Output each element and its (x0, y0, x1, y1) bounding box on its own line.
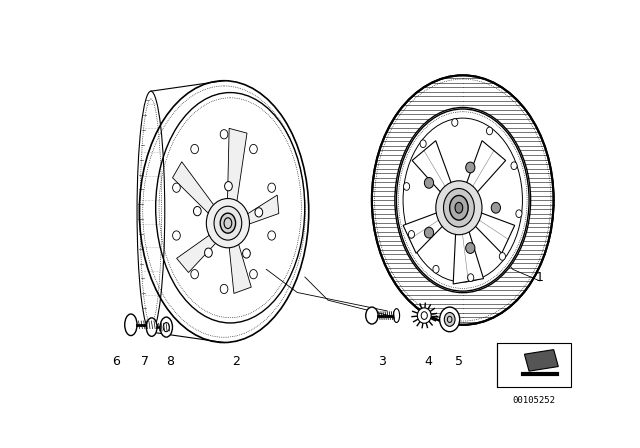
Polygon shape (243, 195, 279, 226)
Ellipse shape (268, 231, 275, 240)
Polygon shape (227, 128, 247, 205)
Ellipse shape (160, 317, 172, 337)
Text: 5: 5 (455, 355, 463, 368)
Ellipse shape (440, 307, 460, 332)
Ellipse shape (147, 318, 157, 336)
Ellipse shape (403, 183, 410, 190)
Polygon shape (412, 141, 452, 195)
Bar (497, 343, 570, 387)
Text: 3: 3 (378, 355, 386, 368)
Ellipse shape (250, 144, 257, 154)
Ellipse shape (205, 248, 212, 257)
Polygon shape (453, 228, 483, 284)
Polygon shape (403, 211, 446, 253)
Ellipse shape (395, 108, 531, 293)
Ellipse shape (214, 206, 242, 240)
Ellipse shape (444, 189, 474, 227)
Ellipse shape (173, 183, 180, 192)
Text: 7: 7 (141, 355, 148, 368)
Ellipse shape (516, 210, 522, 218)
Ellipse shape (420, 140, 426, 147)
Ellipse shape (466, 243, 475, 254)
Ellipse shape (455, 202, 463, 213)
Polygon shape (472, 211, 515, 253)
Text: 6: 6 (112, 355, 120, 368)
Ellipse shape (492, 202, 500, 213)
Ellipse shape (206, 198, 250, 248)
Ellipse shape (424, 227, 434, 238)
Ellipse shape (433, 265, 439, 273)
Ellipse shape (193, 207, 201, 216)
Ellipse shape (125, 314, 137, 336)
Ellipse shape (220, 284, 228, 293)
Polygon shape (229, 241, 252, 293)
Ellipse shape (511, 162, 517, 170)
Ellipse shape (255, 208, 262, 217)
Polygon shape (465, 141, 506, 195)
Ellipse shape (466, 162, 475, 173)
Ellipse shape (191, 144, 198, 154)
Ellipse shape (408, 231, 415, 238)
Ellipse shape (173, 231, 180, 240)
Polygon shape (177, 233, 219, 272)
Ellipse shape (191, 270, 198, 279)
Polygon shape (524, 349, 558, 371)
Text: 1: 1 (536, 271, 544, 284)
Ellipse shape (220, 213, 236, 233)
Ellipse shape (450, 195, 468, 220)
Ellipse shape (225, 181, 232, 191)
Ellipse shape (486, 127, 493, 135)
Ellipse shape (468, 274, 474, 281)
Ellipse shape (499, 253, 506, 260)
Ellipse shape (452, 119, 458, 126)
Ellipse shape (243, 249, 250, 258)
Text: 8: 8 (166, 355, 174, 368)
Ellipse shape (268, 183, 275, 192)
Ellipse shape (424, 177, 434, 188)
Text: 2: 2 (232, 355, 239, 368)
Ellipse shape (394, 309, 399, 323)
Ellipse shape (417, 308, 431, 323)
Polygon shape (173, 162, 217, 217)
Text: 00105252: 00105252 (513, 396, 556, 405)
Ellipse shape (436, 181, 482, 235)
Ellipse shape (365, 307, 378, 324)
Ellipse shape (444, 313, 455, 326)
Ellipse shape (250, 270, 257, 279)
Ellipse shape (372, 75, 554, 325)
Text: 4: 4 (424, 355, 432, 368)
Ellipse shape (220, 129, 228, 139)
